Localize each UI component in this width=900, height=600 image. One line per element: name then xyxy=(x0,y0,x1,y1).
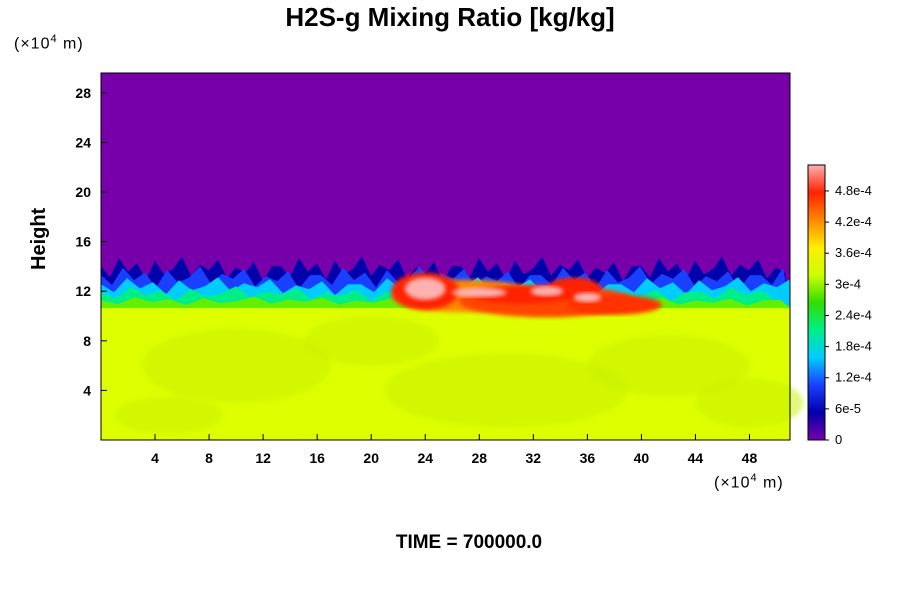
colorbar-tick-label: 3e-4 xyxy=(835,276,861,291)
x-tick-label: 40 xyxy=(634,450,650,466)
y-tick-label: 16 xyxy=(75,234,91,250)
colorbar-tick-label: 6e-5 xyxy=(835,401,861,416)
x-tick-label: 44 xyxy=(688,450,704,466)
colorbar: 0 6e-5 1.2e-4 1.8e-4 2.4e-4 3e-4 3.6e-4 4.2e-4 4… xyxy=(807,164,872,447)
colorbar-tick-label: 0 xyxy=(835,432,842,447)
colorbar-tick-label: 1.2e-4 xyxy=(835,370,872,385)
y-tick-label: 8 xyxy=(83,333,91,349)
y-tick-label: 28 xyxy=(75,85,91,101)
y-tick-label: 4 xyxy=(83,382,91,398)
x-tick-label: 36 xyxy=(580,450,596,466)
colorbar-tick-label: 4.2e-4 xyxy=(835,214,872,229)
y-tick-label: 24 xyxy=(75,134,91,150)
x-tick-label: 16 xyxy=(309,450,325,466)
heatmap-field xyxy=(101,73,804,440)
lower-swirl xyxy=(141,328,331,403)
x-tick-label: 32 xyxy=(526,450,542,466)
x-tick-label: 48 xyxy=(742,450,758,466)
x-tick-label: 12 xyxy=(255,450,271,466)
x-tick-label: 4 xyxy=(151,450,159,466)
high-plume-blob xyxy=(530,286,564,297)
high-plume-blob xyxy=(452,287,507,298)
plot-frame xyxy=(100,72,791,441)
lower-swirl xyxy=(695,378,804,428)
colorbar-scale xyxy=(807,164,826,441)
colorbar-tick-label: 1.8e-4 xyxy=(835,339,872,354)
lower-swirl xyxy=(587,334,750,397)
x-tick-label: 8 xyxy=(205,450,213,466)
time-label: TIME = 700000.0 xyxy=(395,532,543,553)
chart-title: H2S-g Mixing Ratio [kg/kg] xyxy=(285,2,615,32)
lower-swirl xyxy=(114,396,223,434)
colorbar-tick-label: 3.6e-4 xyxy=(835,245,872,260)
high-plume-blob xyxy=(404,277,446,300)
high-plume-blob xyxy=(573,292,601,303)
x-tick-label: 20 xyxy=(363,450,379,466)
y-tick-label: 12 xyxy=(75,283,91,299)
lower-swirl xyxy=(303,316,439,366)
colorbar-tick-label: 2.4e-4 xyxy=(835,307,872,322)
y-unit-label: (×104 m) xyxy=(14,33,84,53)
colorbar-tick-label: 4.8e-4 xyxy=(835,183,872,198)
x-unit-label: (×104 m) xyxy=(714,472,784,492)
lower-swirl xyxy=(384,353,628,428)
x-tick-label: 24 xyxy=(417,450,433,466)
x-tick-label: 28 xyxy=(471,450,487,466)
y-tick-label: 20 xyxy=(75,184,91,200)
